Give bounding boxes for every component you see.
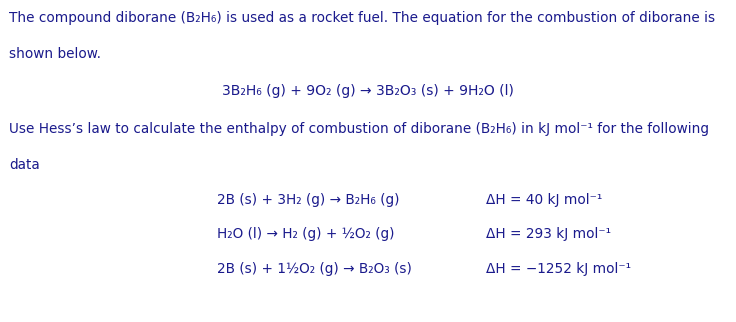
Text: shown below.: shown below. xyxy=(9,47,101,61)
Text: The compound diborane (B₂H₆) is used as a rocket fuel. The equation for the comb: The compound diborane (B₂H₆) is used as … xyxy=(9,11,715,25)
Text: H₂O (l) → H₂ (g) + ½O₂ (g): H₂O (l) → H₂ (g) + ½O₂ (g) xyxy=(217,227,394,241)
Text: data: data xyxy=(9,158,40,172)
Text: 3B₂H₆ (g) + 9O₂ (g) → 3B₂O₃ (s) + 9H₂O (l): 3B₂H₆ (g) + 9O₂ (g) → 3B₂O₃ (s) + 9H₂O (… xyxy=(222,84,514,98)
Text: ΔH = 40 kJ mol⁻¹: ΔH = 40 kJ mol⁻¹ xyxy=(486,193,602,207)
Text: ΔH = −1252 kJ mol⁻¹: ΔH = −1252 kJ mol⁻¹ xyxy=(486,262,631,276)
Text: 2B (s) + 1½O₂ (g) → B₂O₃ (s): 2B (s) + 1½O₂ (g) → B₂O₃ (s) xyxy=(217,262,412,276)
Text: 2B (s) + 3H₂ (g) → B₂H₆ (g): 2B (s) + 3H₂ (g) → B₂H₆ (g) xyxy=(217,193,400,207)
Text: ΔH = 293 kJ mol⁻¹: ΔH = 293 kJ mol⁻¹ xyxy=(486,227,611,241)
Text: Use Hess’s law to calculate the enthalpy of combustion of diborane (B₂H₆) in kJ : Use Hess’s law to calculate the enthalpy… xyxy=(9,122,709,136)
